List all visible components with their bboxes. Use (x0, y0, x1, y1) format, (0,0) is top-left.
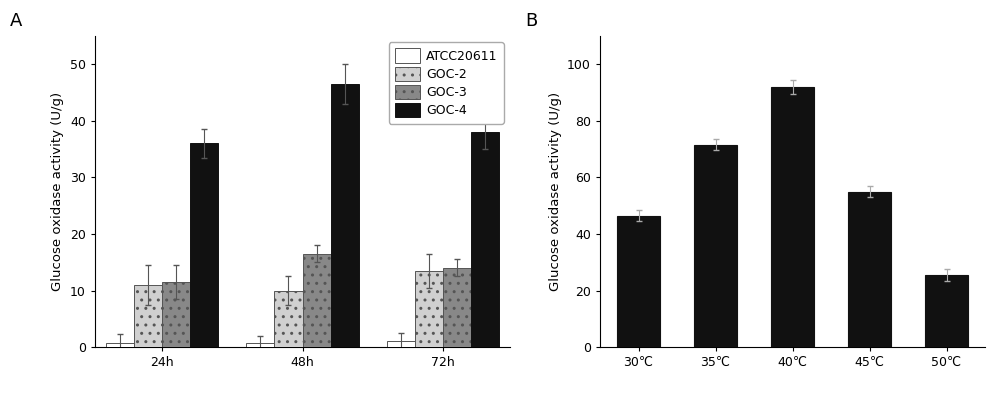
Bar (925, 275, 968, 347)
Bar (471, 132, 499, 347)
Bar (771, 87, 814, 347)
Bar (848, 192, 891, 347)
Bar (134, 285, 162, 347)
Text: B: B (525, 12, 537, 30)
Bar (162, 282, 190, 347)
Bar (190, 143, 218, 347)
Text: A: A (10, 12, 22, 30)
Y-axis label: Glucose oxidase activity (U/g): Glucose oxidase activity (U/g) (51, 92, 64, 291)
Bar (415, 271, 443, 347)
Bar (274, 290, 302, 347)
Legend: ATCC20611, GOC-2, GOC-3, GOC-4: ATCC20611, GOC-2, GOC-3, GOC-4 (388, 42, 504, 124)
Bar (694, 145, 737, 347)
Bar (617, 215, 660, 347)
Bar (443, 268, 471, 347)
Bar (331, 84, 359, 347)
Bar (106, 343, 134, 347)
Bar (302, 254, 331, 347)
Y-axis label: Glucose oxidase activity (U/g): Glucose oxidase activity (U/g) (549, 92, 562, 291)
Bar (246, 343, 274, 347)
Bar (387, 342, 415, 347)
